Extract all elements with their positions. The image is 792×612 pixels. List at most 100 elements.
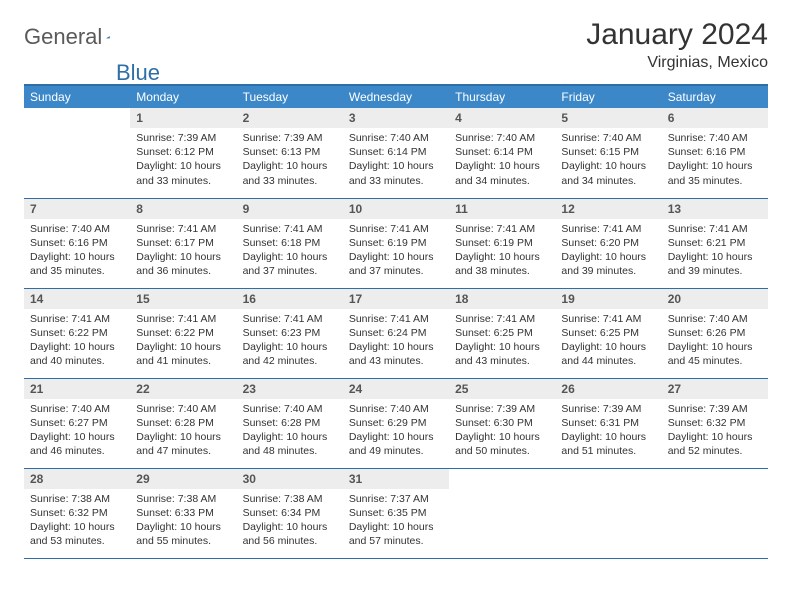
day-number [662, 469, 768, 475]
calendar-table: SundayMondayTuesdayWednesdayThursdayFrid… [24, 84, 768, 559]
calendar-cell: 25Sunrise: 7:39 AMSunset: 6:30 PMDayligh… [449, 378, 555, 468]
day-details: Sunrise: 7:41 AMSunset: 6:19 PMDaylight:… [343, 219, 449, 285]
logo: General [24, 18, 130, 50]
day-number: 29 [130, 469, 236, 489]
calendar-cell: 12Sunrise: 7:41 AMSunset: 6:20 PMDayligh… [555, 198, 661, 288]
day-header: Friday [555, 85, 661, 108]
day-header: Monday [130, 85, 236, 108]
day-number: 22 [130, 379, 236, 399]
day-details: Sunrise: 7:38 AMSunset: 6:33 PMDaylight:… [130, 489, 236, 555]
day-number: 9 [237, 199, 343, 219]
day-header: Thursday [449, 85, 555, 108]
calendar-cell: 24Sunrise: 7:40 AMSunset: 6:29 PMDayligh… [343, 378, 449, 468]
day-details: Sunrise: 7:41 AMSunset: 6:23 PMDaylight:… [237, 309, 343, 375]
day-details: Sunrise: 7:39 AMSunset: 6:31 PMDaylight:… [555, 399, 661, 465]
calendar-cell: 30Sunrise: 7:38 AMSunset: 6:34 PMDayligh… [237, 468, 343, 558]
day-number: 2 [237, 108, 343, 128]
day-details: Sunrise: 7:41 AMSunset: 6:17 PMDaylight:… [130, 219, 236, 285]
calendar-cell: 31Sunrise: 7:37 AMSunset: 6:35 PMDayligh… [343, 468, 449, 558]
day-number: 28 [24, 469, 130, 489]
day-details: Sunrise: 7:40 AMSunset: 6:28 PMDaylight:… [130, 399, 236, 465]
day-number: 30 [237, 469, 343, 489]
day-number [449, 469, 555, 475]
day-details: Sunrise: 7:39 AMSunset: 6:13 PMDaylight:… [237, 128, 343, 194]
day-number: 11 [449, 199, 555, 219]
calendar-cell: 20Sunrise: 7:40 AMSunset: 6:26 PMDayligh… [662, 288, 768, 378]
calendar-cell [662, 468, 768, 558]
day-details: Sunrise: 7:40 AMSunset: 6:15 PMDaylight:… [555, 128, 661, 194]
day-details: Sunrise: 7:40 AMSunset: 6:26 PMDaylight:… [662, 309, 768, 375]
day-details: Sunrise: 7:41 AMSunset: 6:20 PMDaylight:… [555, 219, 661, 285]
logo-text-general: General [24, 24, 102, 50]
day-details: Sunrise: 7:41 AMSunset: 6:19 PMDaylight:… [449, 219, 555, 285]
calendar-cell: 17Sunrise: 7:41 AMSunset: 6:24 PMDayligh… [343, 288, 449, 378]
calendar-cell: 15Sunrise: 7:41 AMSunset: 6:22 PMDayligh… [130, 288, 236, 378]
day-number: 20 [662, 289, 768, 309]
calendar-row: 21Sunrise: 7:40 AMSunset: 6:27 PMDayligh… [24, 378, 768, 468]
calendar-row: 28Sunrise: 7:38 AMSunset: 6:32 PMDayligh… [24, 468, 768, 558]
calendar-cell: 8Sunrise: 7:41 AMSunset: 6:17 PMDaylight… [130, 198, 236, 288]
day-number: 31 [343, 469, 449, 489]
calendar-cell: 2Sunrise: 7:39 AMSunset: 6:13 PMDaylight… [237, 108, 343, 198]
calendar-row: 1Sunrise: 7:39 AMSunset: 6:12 PMDaylight… [24, 108, 768, 198]
day-number: 18 [449, 289, 555, 309]
calendar-cell: 22Sunrise: 7:40 AMSunset: 6:28 PMDayligh… [130, 378, 236, 468]
calendar-cell: 13Sunrise: 7:41 AMSunset: 6:21 PMDayligh… [662, 198, 768, 288]
day-details: Sunrise: 7:41 AMSunset: 6:25 PMDaylight:… [555, 309, 661, 375]
calendar-cell: 19Sunrise: 7:41 AMSunset: 6:25 PMDayligh… [555, 288, 661, 378]
day-details: Sunrise: 7:41 AMSunset: 6:21 PMDaylight:… [662, 219, 768, 285]
calendar-cell: 7Sunrise: 7:40 AMSunset: 6:16 PMDaylight… [24, 198, 130, 288]
calendar-cell: 9Sunrise: 7:41 AMSunset: 6:18 PMDaylight… [237, 198, 343, 288]
day-details: Sunrise: 7:40 AMSunset: 6:14 PMDaylight:… [343, 128, 449, 194]
calendar-row: 7Sunrise: 7:40 AMSunset: 6:16 PMDaylight… [24, 198, 768, 288]
day-number: 7 [24, 199, 130, 219]
calendar-cell: 28Sunrise: 7:38 AMSunset: 6:32 PMDayligh… [24, 468, 130, 558]
calendar-cell: 21Sunrise: 7:40 AMSunset: 6:27 PMDayligh… [24, 378, 130, 468]
calendar-cell: 6Sunrise: 7:40 AMSunset: 6:16 PMDaylight… [662, 108, 768, 198]
day-details: Sunrise: 7:37 AMSunset: 6:35 PMDaylight:… [343, 489, 449, 555]
calendar-cell [449, 468, 555, 558]
day-number: 5 [555, 108, 661, 128]
day-details: Sunrise: 7:40 AMSunset: 6:16 PMDaylight:… [662, 128, 768, 194]
calendar-cell: 16Sunrise: 7:41 AMSunset: 6:23 PMDayligh… [237, 288, 343, 378]
calendar-body: 1Sunrise: 7:39 AMSunset: 6:12 PMDaylight… [24, 108, 768, 558]
day-details: Sunrise: 7:38 AMSunset: 6:32 PMDaylight:… [24, 489, 130, 555]
day-number: 6 [662, 108, 768, 128]
day-header: Sunday [24, 85, 130, 108]
calendar-cell: 10Sunrise: 7:41 AMSunset: 6:19 PMDayligh… [343, 198, 449, 288]
day-number: 3 [343, 108, 449, 128]
day-details: Sunrise: 7:41 AMSunset: 6:25 PMDaylight:… [449, 309, 555, 375]
day-details: Sunrise: 7:38 AMSunset: 6:34 PMDaylight:… [237, 489, 343, 555]
title-block: January 2024 Virginias, Mexico [586, 18, 768, 72]
day-number: 25 [449, 379, 555, 399]
day-number: 19 [555, 289, 661, 309]
day-details: Sunrise: 7:40 AMSunset: 6:27 PMDaylight:… [24, 399, 130, 465]
day-header-row: SundayMondayTuesdayWednesdayThursdayFrid… [24, 85, 768, 108]
calendar-cell: 4Sunrise: 7:40 AMSunset: 6:14 PMDaylight… [449, 108, 555, 198]
calendar-cell: 11Sunrise: 7:41 AMSunset: 6:19 PMDayligh… [449, 198, 555, 288]
day-number: 15 [130, 289, 236, 309]
day-details: Sunrise: 7:41 AMSunset: 6:24 PMDaylight:… [343, 309, 449, 375]
logo-text-blue: Blue [116, 60, 160, 86]
calendar-cell: 18Sunrise: 7:41 AMSunset: 6:25 PMDayligh… [449, 288, 555, 378]
calendar-cell [555, 468, 661, 558]
day-details: Sunrise: 7:41 AMSunset: 6:22 PMDaylight:… [130, 309, 236, 375]
day-number: 24 [343, 379, 449, 399]
calendar-cell: 27Sunrise: 7:39 AMSunset: 6:32 PMDayligh… [662, 378, 768, 468]
day-number [24, 108, 130, 114]
day-details: Sunrise: 7:40 AMSunset: 6:28 PMDaylight:… [237, 399, 343, 465]
day-details: Sunrise: 7:41 AMSunset: 6:22 PMDaylight:… [24, 309, 130, 375]
day-header: Saturday [662, 85, 768, 108]
day-details: Sunrise: 7:40 AMSunset: 6:16 PMDaylight:… [24, 219, 130, 285]
day-number: 27 [662, 379, 768, 399]
day-number: 14 [24, 289, 130, 309]
calendar-cell [24, 108, 130, 198]
day-number: 1 [130, 108, 236, 128]
day-number: 10 [343, 199, 449, 219]
day-number: 8 [130, 199, 236, 219]
day-number: 16 [237, 289, 343, 309]
calendar-cell: 1Sunrise: 7:39 AMSunset: 6:12 PMDaylight… [130, 108, 236, 198]
location: Virginias, Mexico [586, 54, 768, 72]
day-number: 17 [343, 289, 449, 309]
day-details: Sunrise: 7:41 AMSunset: 6:18 PMDaylight:… [237, 219, 343, 285]
